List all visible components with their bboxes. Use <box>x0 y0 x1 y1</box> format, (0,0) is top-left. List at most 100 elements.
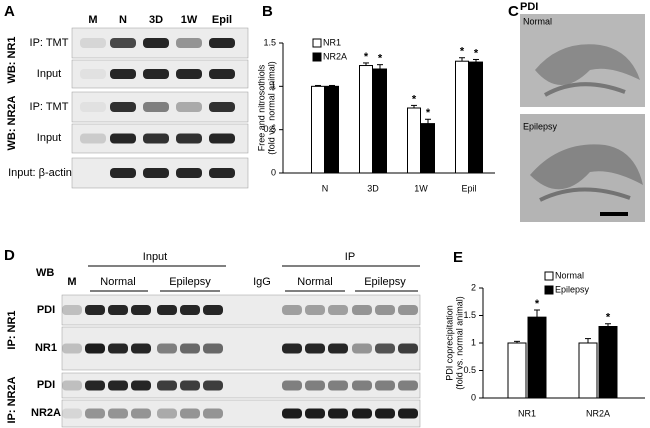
x-tick-label: Epil <box>461 183 476 193</box>
row-label: NR1 <box>35 342 57 354</box>
significance-marker: * <box>378 53 383 65</box>
header-label: IP <box>345 251 355 263</box>
blot-band <box>203 380 223 391</box>
lane-label: M <box>67 276 76 288</box>
significance-marker: * <box>474 47 479 59</box>
blot-band <box>176 69 202 79</box>
blot-band <box>110 69 136 79</box>
y-axis-label: Free and nitrosothiols <box>256 64 266 151</box>
x-tick-label: N <box>322 183 329 193</box>
blot-band <box>209 102 235 112</box>
significance-marker: * <box>606 312 611 324</box>
blot-band <box>305 380 325 391</box>
significance-marker: * <box>412 93 417 105</box>
bar <box>578 342 598 399</box>
blot-band <box>143 69 169 79</box>
y-tick-label: 0 <box>271 167 276 177</box>
blot-band <box>131 380 151 391</box>
blot-band <box>282 305 302 315</box>
group-label: Epilepsy <box>364 276 406 288</box>
lane-label: IgG <box>253 276 271 288</box>
blot-band <box>108 380 128 391</box>
blot-band <box>180 408 200 419</box>
blot-band <box>180 305 200 315</box>
blot-band <box>110 38 136 48</box>
blot-band <box>398 343 418 354</box>
legend-swatch <box>544 285 554 295</box>
blot-band <box>62 343 82 354</box>
blot-band <box>328 305 348 315</box>
blot-band <box>176 168 202 178</box>
group-label: IP: NR1 <box>6 310 18 349</box>
blot-band <box>110 102 136 112</box>
row-label: Input <box>37 68 61 80</box>
blot-band <box>62 408 82 419</box>
blot-band <box>157 408 177 419</box>
blot-band <box>375 343 395 354</box>
tissue-structure <box>544 82 626 97</box>
blot-band <box>110 168 136 178</box>
y-tick-label: 1.5 <box>463 310 476 320</box>
row-label: Input <box>37 132 61 144</box>
x-tick-label: NR1 <box>518 408 536 418</box>
blot-band <box>282 380 302 391</box>
y-tick-label: 1.5 <box>263 37 276 47</box>
blot-band <box>108 408 128 419</box>
y-tick-label: 0.5 <box>263 124 276 134</box>
blot-band <box>305 408 325 419</box>
group-label: Epilepsy <box>169 276 211 288</box>
tissue-structure <box>539 187 631 202</box>
blot-band <box>203 305 223 315</box>
significance-marker: * <box>460 46 465 58</box>
blot-band <box>305 343 325 354</box>
image-label: Epilepsy <box>523 121 558 131</box>
blot-band <box>352 380 372 391</box>
blot-band <box>110 133 136 144</box>
bar <box>421 123 435 174</box>
lane-label: Epil <box>212 14 232 26</box>
header-label: Input <box>143 251 167 263</box>
significance-marker: * <box>364 51 369 63</box>
blot-band <box>62 380 82 391</box>
bar <box>455 60 469 174</box>
y-tick-label: 1 <box>271 81 276 91</box>
blot-band <box>328 380 348 391</box>
legend-swatch <box>312 38 322 48</box>
blot-band <box>282 343 302 354</box>
blot-band <box>85 343 105 354</box>
legend-swatch <box>544 271 554 281</box>
blot-band <box>176 102 202 112</box>
tissue-structure <box>530 144 643 190</box>
blot-band <box>203 408 223 419</box>
blot-band <box>209 69 235 79</box>
blot-band <box>80 69 106 79</box>
blot-band <box>375 408 395 419</box>
legend-label: NR1 <box>323 37 341 47</box>
blot-band <box>375 305 395 315</box>
blot-band <box>282 408 302 419</box>
blot-band <box>180 380 200 391</box>
bar <box>325 85 339 174</box>
panel-letter: B <box>262 3 273 20</box>
row-label: PDI <box>37 379 55 391</box>
lane-label: M <box>88 14 97 26</box>
blot-band <box>398 305 418 315</box>
y-tick-label: 1 <box>471 337 476 347</box>
lane-label: N <box>119 14 127 26</box>
blot-band <box>176 133 202 144</box>
blot-band <box>209 168 235 178</box>
y-axis-label: (fold vs. normal animal) <box>454 296 464 390</box>
x-tick-label: 3D <box>367 183 379 193</box>
panel-letter: D <box>4 247 15 264</box>
blot-band <box>80 38 106 48</box>
blot-band <box>328 343 348 354</box>
panel-letter: A <box>4 3 15 20</box>
panel-letter: C <box>508 3 519 20</box>
blot-band <box>143 38 169 48</box>
blot-band <box>203 343 223 354</box>
wb-label: WB <box>36 267 54 279</box>
blot-band <box>143 168 169 178</box>
blot-band <box>85 305 105 315</box>
blot-band <box>209 38 235 48</box>
